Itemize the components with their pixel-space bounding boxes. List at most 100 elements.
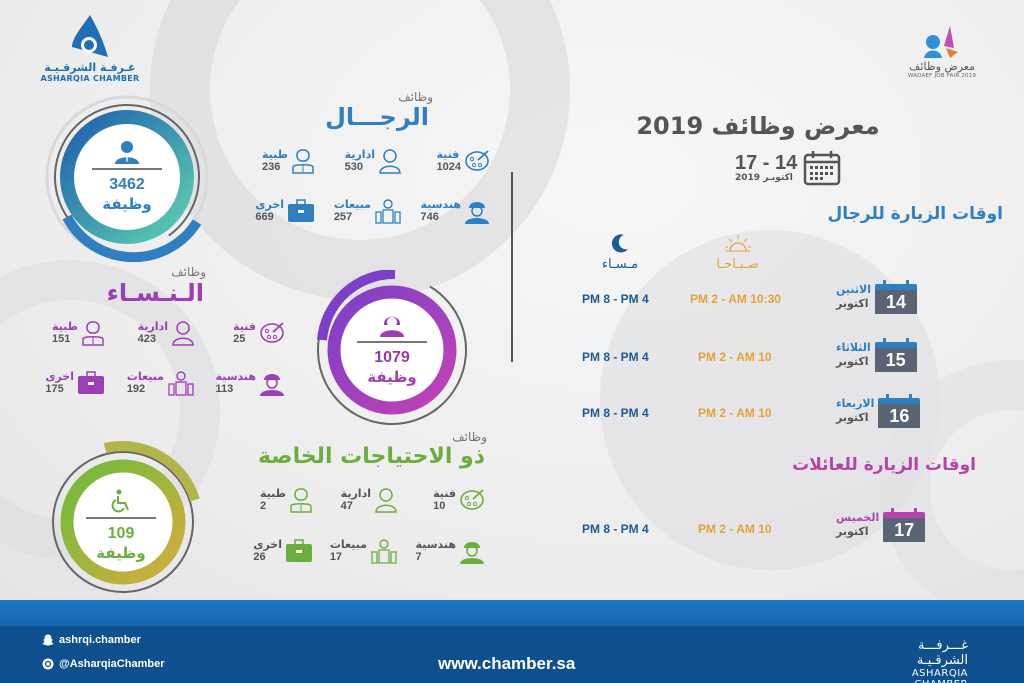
job-fair-emblem-icon — [924, 18, 958, 58]
event-title: معرض وظائف 2019 — [636, 112, 880, 140]
special-category-other: اخرى 26 — [253, 538, 313, 564]
day-name: الاثنين — [836, 283, 871, 296]
wadaef-job-fair-logo: معرض وظائف WADAEF JOB FAIR 2019 — [898, 18, 986, 79]
category-value: 47 — [340, 500, 353, 512]
date-calendar-icon: 15 — [874, 338, 917, 372]
women-ring-graphic — [317, 268, 467, 425]
category-name: فنية — [233, 320, 256, 333]
special-category-sales: مبيعات 17 — [330, 538, 398, 564]
men-group-subtitle: وظائف — [398, 90, 433, 104]
instagram-handle: @AsharqiaChamber — [59, 658, 165, 670]
category-value: 423 — [137, 333, 157, 345]
schedule-row-15: الثلاثاء اكتوبر 15 — [836, 338, 917, 372]
men-category-medical: طبية 236 — [262, 148, 315, 174]
category-name: طبية — [51, 320, 78, 333]
fair-logo-arabic: معرض وظائف — [909, 60, 975, 73]
evening-time: PM 8 - PM 4 — [582, 350, 649, 364]
fair-logo-english: WADAEF JOB FAIR 2019 — [907, 73, 977, 79]
special-jobs-label: وظيفة — [96, 543, 146, 562]
footer: ashrqi.chamber @AsharqiaChamber www.cham… — [0, 626, 1024, 683]
category-value: 26 — [253, 551, 266, 563]
doctor-icon — [82, 321, 104, 346]
admin-person-icon — [375, 488, 397, 513]
special-needs-jobs-ring: 109 وظيفة — [45, 440, 205, 595]
special-category-technical: فنية 10 — [433, 487, 485, 513]
date-calendar-icon: 17 — [883, 508, 926, 542]
category-value: 25 — [233, 333, 246, 345]
asharqia-chamber-logo: غـرفـة الشرقـيـة ASHARQIA CHAMBER — [40, 15, 140, 83]
category-name: طبية — [259, 487, 286, 500]
morning-time: PM 2 - AM 10:30 — [690, 292, 781, 306]
chamber-logo-english: ASHARQIA CHAMBER — [40, 74, 140, 83]
special-category-admin: ادارية 47 — [341, 487, 398, 513]
day-name: الثلاثاء — [836, 341, 871, 354]
category-value: 192 — [126, 383, 146, 395]
evening-time: PM 8 - PM 4 — [582, 522, 649, 536]
women-category-other: اخرى 175 — [45, 370, 105, 396]
sun-icon — [724, 235, 751, 252]
doctor-icon — [290, 488, 312, 513]
men-category-engineering: هندسية 746 — [421, 198, 490, 224]
infographic-canvas: غـرفـة الشرقـيـة ASHARQIA CHAMBER معرض و… — [0, 0, 1024, 600]
category-name: اخرى — [45, 370, 74, 383]
website-link[interactable]: www.chamber.sa — [438, 654, 576, 673]
event-date-range: 17 - 14 — [735, 152, 798, 174]
morning-time: PM 2 - AM 10 — [698, 350, 772, 364]
doctor-icon — [292, 149, 314, 174]
women-group-subtitle: وظائف — [171, 265, 206, 279]
businessman-icon — [115, 141, 139, 164]
sales-team-icon — [375, 199, 401, 224]
category-name: ادارية — [344, 148, 375, 161]
schedule-row-17: الخميس اكتوبر 17 — [836, 508, 926, 542]
snapchat-link[interactable]: ashrqi.chamber — [42, 634, 141, 646]
men-category-admin: ادارية 530 — [345, 148, 402, 174]
women-category-admin: ادارية 423 — [138, 320, 195, 346]
category-name: ادارية — [340, 487, 371, 500]
category-value: 746 — [420, 211, 439, 223]
men-jobs-group: وظائف الرجـــال فنية 1024 ادارية 530 طبية 2… — [250, 90, 495, 230]
day-name: الخميس — [836, 511, 880, 524]
category-name: فنية — [436, 148, 460, 161]
special-needs-jobs-group: وظائف ذو الاحتياجات الخاصة فنية 10 ادارية… — [228, 430, 493, 570]
category-name: مبيعات — [329, 538, 367, 551]
men-ring-graphic — [45, 95, 209, 263]
morning-time: PM 2 - AM 10 — [698, 406, 772, 420]
morning-label: صـبـاحـا — [716, 257, 759, 272]
day-month: اكتوبر — [836, 411, 869, 424]
category-value: 257 — [333, 211, 353, 223]
special-ring-graphic — [52, 441, 200, 593]
women-category-technical: فنية 25 — [233, 320, 285, 346]
woman-icon — [380, 316, 404, 337]
chamber-logo-arabic: غـرفـة الشرقـيـة — [44, 61, 136, 74]
category-name: اخرى — [255, 198, 284, 211]
evening-label: مـسـاء — [601, 257, 639, 272]
special-group-subtitle: وظائف — [452, 430, 487, 444]
category-value: 2 — [259, 500, 267, 512]
instagram-link[interactable]: @AsharqiaChamber — [42, 658, 164, 670]
women-jobs-ring: 1079 وظيفة — [300, 268, 470, 430]
admin-person-icon — [172, 321, 194, 346]
schedule-row-14: الاثنين اكتوبر 14 — [836, 280, 917, 314]
footer-chamber-logo: غـــرفـــة الشرقـيـة ASHARQIA CHAMBER — [868, 638, 968, 683]
footer-accent-band — [0, 600, 1024, 626]
special-category-engineering: هندسية 7 — [416, 538, 485, 564]
event-dates: 17 - 14 اكتوبـر 2019 — [735, 150, 841, 186]
briefcase-icon — [288, 199, 314, 222]
palette-icon — [460, 489, 484, 510]
sales-team-icon — [371, 539, 397, 564]
women-category-medical: طبية 151 — [52, 320, 105, 346]
men-group-title: الرجـــال — [325, 103, 429, 131]
category-value: 530 — [344, 161, 364, 173]
category-value: 669 — [255, 211, 274, 223]
category-value: 1024 — [436, 161, 461, 173]
morning-time: PM 2 - AM 10 — [698, 522, 772, 536]
women-jobs-label: وظيفة — [367, 368, 417, 386]
date-calendar-icon: 16 — [878, 394, 921, 428]
footer-logo-arabic: غـــرفـــة الشرقـيـة — [916, 638, 968, 668]
category-name: طبية — [261, 148, 288, 161]
category-name: مبيعات — [333, 198, 371, 211]
category-name: هندسية — [415, 538, 456, 551]
ring-divider — [92, 168, 162, 170]
day-month: اكتوبر — [836, 525, 869, 538]
evening-time: PM 8 - PM 4 — [582, 406, 649, 420]
